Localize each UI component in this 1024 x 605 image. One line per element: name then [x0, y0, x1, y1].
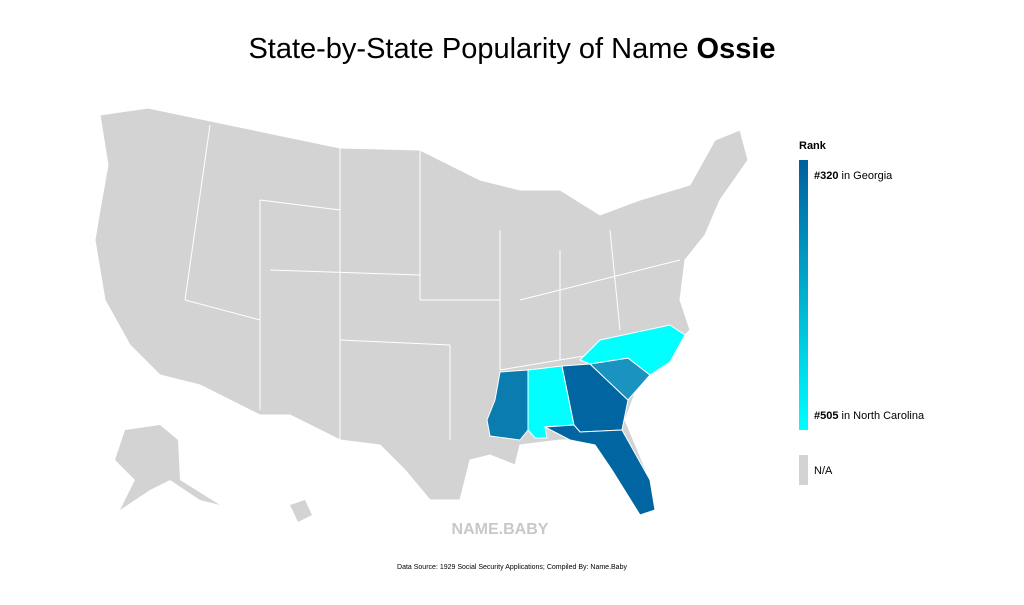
legend-na: N/A: [814, 465, 833, 477]
title-name: Ossie: [697, 33, 776, 65]
legend-bottom-rank: #505: [814, 410, 838, 422]
state-north-carolina: [579, 324, 686, 376]
us-map: [94, 107, 749, 522]
state-hawaii: [290, 500, 312, 522]
legend-bottom: #505 in North Carolina: [814, 410, 925, 422]
legend-gradient: [799, 160, 808, 430]
state-alaska: [115, 425, 220, 510]
title: State-by-State Popularity of Name Ossie: [248, 33, 775, 65]
state-base: [94, 107, 749, 516]
legend-top-state: in Georgia: [838, 170, 893, 182]
legend-bottom-state: in North Carolina: [838, 410, 924, 422]
legend: Rank #320 in Georgia #505 in North Carol…: [799, 140, 925, 485]
legend-top-rank: #320: [814, 170, 838, 182]
title-text: State-by-State Popularity of Name: [248, 33, 696, 65]
source: Data Source: 1929 Social Security Applic…: [397, 564, 627, 571]
legend-heading: Rank: [799, 140, 827, 152]
legend-top: #320 in Georgia: [814, 170, 893, 182]
state-florida: [543, 424, 656, 516]
state-borders: [184, 124, 681, 440]
legend-na-swatch: [799, 455, 808, 485]
watermark: NAME.BABY: [452, 521, 549, 538]
